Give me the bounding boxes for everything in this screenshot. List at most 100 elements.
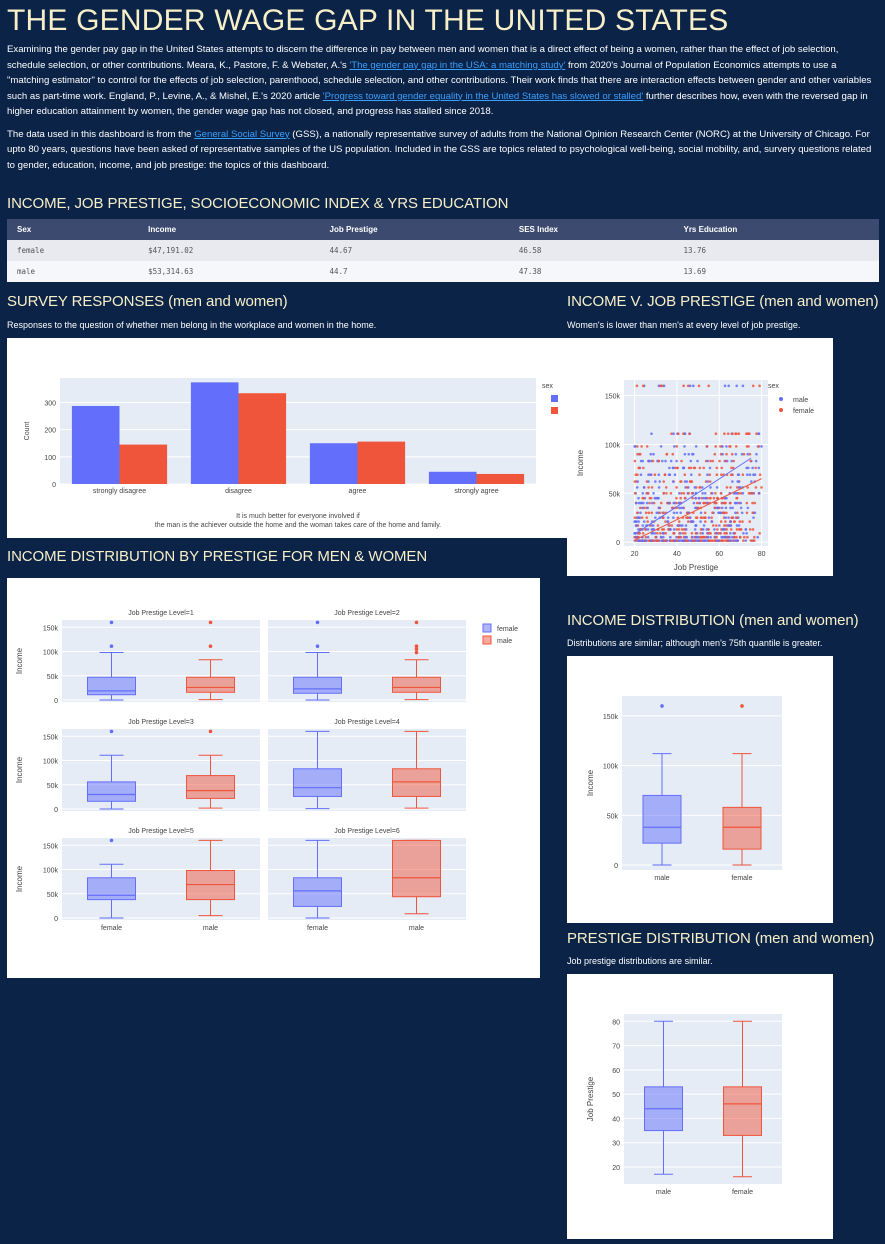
- scatter-point: [714, 491, 717, 495]
- box-outlier: [660, 704, 664, 708]
- scatter-point: [662, 535, 665, 539]
- scatter-point: [679, 532, 682, 535]
- intro-text-part: (GSS), a nationally representative surve…: [7, 128, 872, 171]
- scatter-point: [667, 501, 670, 505]
- scatter-point: [675, 496, 678, 500]
- scatter-point: [711, 459, 715, 463]
- table-cell: 44.67: [319, 240, 509, 261]
- scatter-point: [717, 532, 721, 535]
- scatter-point: [746, 473, 749, 477]
- y-axis-label: Count: [24, 422, 31, 441]
- scatter-point: [647, 473, 650, 477]
- income-prestige-scatter-chart[interactable]: 20 40 60 80 0 50k 100k 150k Job Prestige Income se…: [567, 338, 833, 576]
- scatter-point: [745, 532, 748, 535]
- bar: [238, 393, 287, 484]
- column-header[interactable]: SES Index: [508, 219, 674, 240]
- scatter-point: [724, 524, 728, 527]
- scatter-point: [702, 466, 705, 470]
- column-header[interactable]: Sex: [7, 219, 139, 240]
- x-tick-label: strongly agree: [454, 488, 498, 495]
- x-tick-label: 40: [673, 551, 681, 558]
- scatter-point: [741, 520, 744, 523]
- x-tick-label: female: [307, 925, 328, 932]
- scatter-point: [751, 384, 755, 388]
- scatter-point: [752, 516, 755, 519]
- scatter-point: [635, 445, 639, 448]
- prestige-dist-section-subtitle: Job prestige distributions are similar.: [567, 956, 713, 966]
- scatter-point: [713, 528, 716, 531]
- scatter-point: [660, 539, 664, 542]
- scatter-point: [735, 491, 738, 495]
- scatter-point: [756, 535, 759, 539]
- y-tick-label: 150k: [603, 714, 619, 721]
- scatter-point: [685, 480, 689, 483]
- income-by-prestige-box-grid[interactable]: Job Prestige Level=1 0 50k 100k 150k Income Jo…: [7, 578, 540, 978]
- scatter-point: [742, 539, 745, 542]
- survey-bar-chart[interactable]: 0 100 200 300 strongly disagree disagree agree…: [7, 338, 567, 538]
- gss-link[interactable]: General Social Survey: [194, 128, 290, 140]
- scatter-point: [723, 532, 726, 535]
- scatter-point: [737, 486, 741, 489]
- box-outlier: [109, 838, 114, 843]
- scatter-point: [664, 520, 667, 523]
- scatter-point: [720, 506, 724, 510]
- table-cell: 47.38: [508, 261, 674, 282]
- scatter-point: [732, 539, 736, 542]
- scatter-point: [715, 473, 719, 477]
- y-tick-label: 20: [612, 1165, 620, 1172]
- scatter-point: [707, 539, 710, 542]
- scatter-point: [634, 473, 638, 477]
- article-link[interactable]: 'Progress toward gender equality in the …: [322, 90, 644, 102]
- y-tick-label: 80: [612, 1019, 620, 1026]
- scatter-point: [758, 384, 761, 388]
- scatter-point: [708, 480, 712, 483]
- scatter-point: [730, 452, 734, 456]
- scatter-point: [744, 528, 748, 531]
- y-tick-label: 50k: [609, 491, 621, 498]
- study-link[interactable]: 'The gender pay gap in the USA: a matchi…: [349, 59, 566, 71]
- column-header[interactable]: Income: [138, 219, 320, 240]
- scatter-point: [647, 491, 650, 495]
- scatter-point: [737, 432, 741, 436]
- legend-swatch: [551, 407, 558, 414]
- scatter-point: [735, 535, 738, 539]
- x-tick-label: female: [732, 1189, 753, 1196]
- y-tick-label: 60: [612, 1068, 620, 1075]
- scatter-point: [740, 511, 744, 515]
- scatter-point: [679, 539, 682, 542]
- legend-label: male: [793, 397, 808, 404]
- scatter-point: [726, 432, 730, 436]
- scatter-point: [702, 501, 706, 505]
- scatter-point: [721, 528, 725, 531]
- scatter-point: [716, 496, 719, 500]
- scatter-point: [710, 520, 714, 523]
- column-header[interactable]: Yrs Education: [673, 219, 879, 240]
- income-box-chart[interactable]: 0 50k 100k 150k male female Income: [567, 656, 833, 923]
- y-tick-label: 50: [612, 1092, 620, 1099]
- column-header[interactable]: Job Prestige: [319, 219, 509, 240]
- scatter-point: [721, 452, 724, 456]
- scatter-point: [642, 539, 646, 542]
- scatter-point: [726, 524, 730, 527]
- x-tick-label: 80: [758, 551, 766, 558]
- scatter-point: [662, 491, 665, 495]
- scatter-point: [689, 459, 693, 463]
- scatter-point: [643, 528, 647, 531]
- scatter-point: [720, 539, 724, 542]
- scatter-point: [678, 501, 681, 505]
- y-axis-label: Income: [15, 647, 24, 674]
- prestige-box-chart[interactable]: 20 30 40 50 60 70 80 male female Job Prestige: [567, 974, 833, 1239]
- scatter-point: [696, 539, 700, 542]
- scatter-point: [694, 524, 698, 527]
- scatter-point: [699, 539, 703, 542]
- scatter-point: [724, 520, 727, 523]
- scatter-point: [657, 506, 661, 510]
- scatter-point: [731, 506, 734, 510]
- scatter-point: [706, 501, 710, 505]
- scatter-point: [714, 432, 718, 436]
- scatter-point: [675, 511, 679, 515]
- scatter-point: [701, 535, 705, 539]
- scatter-point: [658, 511, 662, 515]
- scatter-point: [718, 459, 721, 463]
- scatter-point: [653, 532, 657, 535]
